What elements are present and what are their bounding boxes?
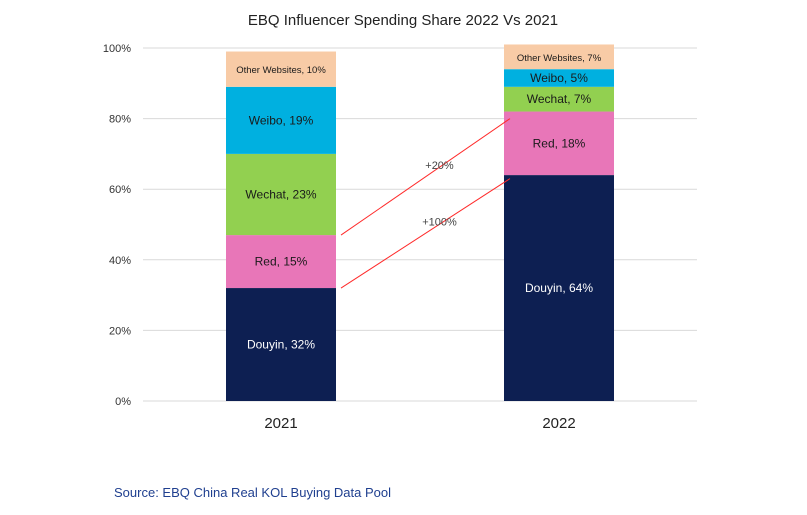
y-tick-label: 60% [109, 184, 131, 196]
data-label: Wechat, 23% [245, 187, 316, 201]
y-tick-label: 80% [109, 114, 131, 126]
chart-title: EBQ Influencer Spending Share 2022 Vs 20… [248, 12, 558, 29]
data-label: Weibo, 19% [249, 113, 314, 127]
bar-segment [226, 51, 336, 87]
bar-segment [226, 86, 336, 154]
data-label: Other Websites, 10% [236, 65, 326, 76]
chart: EBQ Influencer Spending Share 2022 Vs 20… [103, 12, 697, 432]
annotation-label: +20% [425, 160, 454, 172]
data-label: Wechat, 7% [527, 92, 592, 106]
bars: Douyin, 32% Red, 15% Wechat, 23% Weibo, 19%… [226, 44, 614, 401]
bar-segment [504, 44, 614, 70]
x-tick-label: 2021 [264, 415, 297, 432]
bar-segment [226, 153, 336, 236]
y-axis: 0% 20% 40% 60% 80% 100% [103, 43, 131, 408]
y-tick-label: 40% [109, 255, 131, 267]
annotation-line [340, 118, 511, 236]
bar-segment [504, 175, 614, 401]
data-label: Other Websites, 7% [517, 53, 602, 64]
bar-segment [504, 111, 614, 176]
y-tick-label: 20% [109, 325, 131, 337]
y-tick-label: 0% [115, 396, 131, 408]
y-tick-label: 100% [103, 43, 131, 55]
annotation-label: +100% [422, 216, 457, 228]
bar-segment [226, 235, 336, 289]
data-label: Douyin, 32% [247, 338, 315, 352]
bar-segment [226, 288, 336, 401]
x-tick-label: 2022 [542, 415, 575, 432]
x-axis: 2021 2022 [264, 415, 575, 432]
bar-segment [504, 69, 614, 87]
data-label: Red, 15% [255, 255, 308, 269]
bar-segment [504, 86, 614, 112]
data-label: Weibo, 5% [530, 71, 588, 85]
annotations: +20% +100% [340, 118, 511, 289]
data-label: Douyin, 64% [525, 281, 593, 295]
annotation-line [340, 178, 511, 289]
source-note: Source: EBQ China Real KOL Buying Data P… [114, 485, 391, 500]
data-label: Red, 18% [533, 136, 586, 150]
